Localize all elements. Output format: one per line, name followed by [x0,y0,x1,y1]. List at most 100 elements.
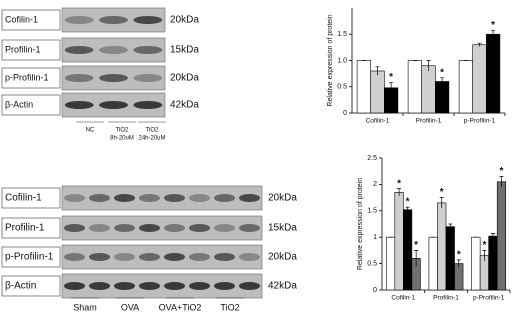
bar [496,181,507,291]
lane-label: TiO2 [220,302,239,312]
blot-band [133,101,163,109]
x-tick-label: Cofilin-1 [366,118,390,125]
label-box [1,94,61,116]
blot-band [114,253,135,261]
lane-label: OVA+TiO2 [159,302,202,312]
blot-band [189,282,210,290]
y-tick-label: 0 [373,287,377,294]
error-bar [491,30,496,38]
blot-band [239,194,260,202]
bar [407,60,423,114]
bar [434,81,450,114]
error-bar [490,233,495,239]
lane-label: Sham [73,302,97,312]
label-box [1,246,61,268]
significance-mark: * [457,250,461,261]
significance-mark: * [440,67,444,78]
error-bar [499,176,504,188]
kda-label: 15kDa [170,45,199,56]
y-axis-label: Relative expression of protein [327,14,334,106]
blot-band [99,16,128,24]
y-axis-label: Relative expression of protein [357,178,364,270]
error-bar [439,197,444,209]
kda-label: 20kDa [170,73,199,84]
x-tick-label: Profilin-1 [433,295,459,302]
blot-band [99,46,128,54]
blot-band [139,224,160,232]
label-box [1,217,61,239]
y-tick-label: 1.5 [367,208,377,215]
blot-band [64,194,85,202]
error-bar [405,206,410,213]
error-bar [389,82,394,94]
blot-band [99,101,128,109]
label-box [1,9,61,31]
blot-band [214,194,235,202]
protein-label: p-Profilin-1 [5,72,49,82]
label-box [1,39,61,61]
blot-band [64,282,85,290]
blot-band [89,253,110,261]
blot-band [139,253,160,261]
blot-band [64,253,85,261]
blot-band [64,16,94,24]
significance-mark: * [491,20,495,31]
blot-band [89,282,110,290]
blot-band [239,253,260,261]
lane-label: TiO2 [116,128,129,134]
blot-band [133,16,163,24]
x-tick-label: Cofilin-1 [391,295,415,302]
blot-band [114,282,135,290]
blot-band [114,224,135,232]
bar [458,60,474,114]
x-tick-label: Profilin-1 [416,118,442,125]
x-tick-label: p-Profilin-1 [473,295,505,302]
label-box [1,67,61,89]
error-bar [448,223,453,230]
blot-strip [61,215,263,241]
kda-label: 20kDa [268,252,297,263]
kda-label: 20kDa [268,193,297,204]
bar [421,65,436,114]
kda-label: 42kDa [268,281,297,292]
protein-label: β-Actin [5,99,33,109]
significance-mark: * [482,240,486,251]
blot-band [189,253,210,261]
blot-band [239,282,260,290]
lane-label: 8h-20uM [110,136,134,142]
blot-band [64,224,85,232]
bar [485,33,501,114]
error-bar [397,188,402,197]
blot-band [133,46,163,54]
significance-mark: * [500,166,504,177]
bar [385,236,396,291]
protein-label: Profilin-1 [5,223,45,234]
bar [394,192,404,291]
blot-band [114,194,135,202]
y-tick-label: 2.5 [367,155,377,162]
protein-label: β-Actin [5,281,36,292]
blot-band [164,253,185,261]
significance-mark: * [406,197,410,208]
error-bar [477,42,482,47]
lane-label: OVA [121,302,139,312]
error-bar [414,250,419,267]
y-tick-label: 0.5 [337,84,347,91]
blot-band [89,194,110,202]
x-tick-label: p-Profilin-1 [464,118,496,125]
kda-label: 20kDa [170,15,199,26]
blot-band [214,282,235,290]
significance-mark: * [397,178,401,189]
y-tick-label: 0 [343,110,347,117]
bar [471,236,481,291]
y-tick-label: 1 [373,234,377,241]
blot-band [139,282,160,290]
error-bar [440,77,445,86]
protein-label: Cofilin-1 [5,14,38,24]
bar [370,70,385,114]
bar [403,209,413,291]
y-tick-label: 1.0 [337,57,347,64]
protein-label: Cofilin-1 [5,193,42,204]
lane-label: 24h-20uM [138,136,165,142]
